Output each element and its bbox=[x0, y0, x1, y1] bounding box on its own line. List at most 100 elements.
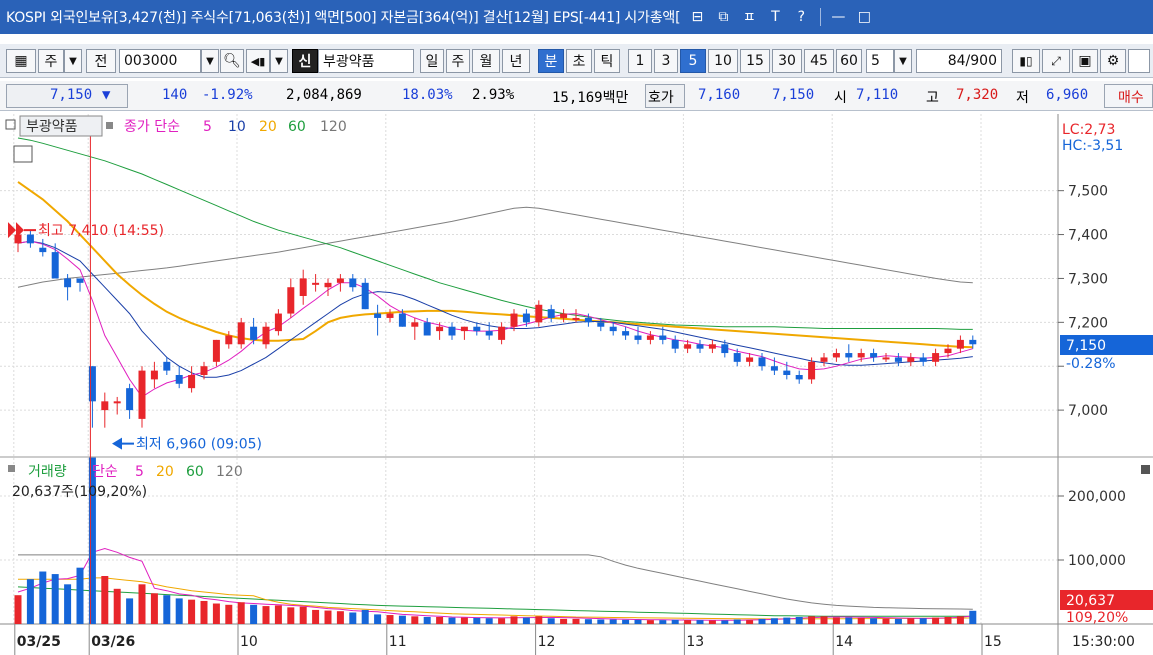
bid-price: 7,150 bbox=[772, 87, 815, 103]
pin-icon[interactable]: ㅍ bbox=[742, 10, 756, 26]
chevron-down-icon[interactable]: ▼ bbox=[64, 49, 82, 73]
interval-60[interactable]: 60 bbox=[836, 49, 862, 73]
volume-bar-5 bbox=[76, 567, 84, 624]
candle-body-61 bbox=[770, 366, 778, 371]
volume-bar-60 bbox=[758, 618, 766, 624]
stock-chart[interactable]: 부광약품 종가 단순 5 10 20 60 120 LC:2,73 HC:-3,… bbox=[0, 114, 1153, 655]
interval-1[interactable]: 1 bbox=[628, 49, 652, 73]
candle-body-37 bbox=[473, 326, 481, 332]
candle-body-32 bbox=[411, 322, 419, 327]
maximize-icon[interactable]: □ bbox=[857, 9, 871, 25]
minimize-icon[interactable]: — bbox=[831, 9, 846, 25]
price-tick-label-4: 7,400 bbox=[1068, 228, 1108, 244]
volume-bar-27 bbox=[349, 612, 357, 624]
legend-ma-label: 종가 단순 bbox=[124, 119, 180, 135]
font-icon[interactable]: T bbox=[771, 9, 780, 25]
candle-body-65 bbox=[820, 357, 828, 362]
candle-body-30 bbox=[386, 313, 394, 318]
gear-icon[interactable]: ⚙ bbox=[1100, 49, 1126, 73]
volume-bar-7 bbox=[101, 576, 109, 624]
stock-code-input[interactable]: 003000 bbox=[119, 49, 201, 73]
volume-bar-19 bbox=[250, 604, 258, 624]
buy-label[interactable]: 매수 bbox=[1118, 90, 1144, 106]
candle-body-13 bbox=[175, 375, 183, 384]
code-dropdown-icon[interactable]: ▼ bbox=[201, 49, 219, 73]
period-main-select[interactable]: 주 bbox=[38, 49, 64, 73]
vma60-line bbox=[17, 586, 973, 617]
save-icon[interactable]: ▣ bbox=[1072, 49, 1098, 73]
candle-body-19 bbox=[250, 326, 258, 340]
volume-bar-73 bbox=[919, 618, 927, 624]
stock-name-field[interactable]: 부광약품 bbox=[318, 49, 414, 73]
ma10-line bbox=[17, 240, 973, 378]
interval-value-input[interactable]: 5 bbox=[866, 49, 894, 73]
data-table-icon[interactable] bbox=[13, 145, 33, 163]
candle-body-58 bbox=[733, 353, 741, 362]
volume-bar-66 bbox=[832, 617, 840, 624]
volume-legend-name: 거래량 bbox=[28, 464, 67, 480]
candle-body-11 bbox=[150, 370, 158, 380]
trend-tool-icon[interactable]: ⤢ bbox=[1042, 49, 1070, 73]
candle-body-67 bbox=[845, 353, 853, 358]
buy-box[interactable] bbox=[1104, 84, 1153, 108]
period-year[interactable]: 년 bbox=[502, 49, 530, 73]
legend-ma20: 20 bbox=[259, 119, 277, 135]
current-volume-pct-label: 109,20% bbox=[1066, 610, 1128, 626]
period-day[interactable]: 일 bbox=[420, 49, 444, 73]
volume-current-label: 20,637주(109,20%) bbox=[12, 484, 147, 500]
interval-dropdown-icon[interactable]: ▼ bbox=[894, 49, 912, 73]
price-tick-label-5: 7,500 bbox=[1068, 184, 1108, 200]
ma60-line bbox=[17, 137, 973, 330]
volume-panel-close-icon[interactable] bbox=[1141, 465, 1150, 474]
help-icon[interactable]: ? bbox=[797, 9, 806, 25]
candle-body-28 bbox=[361, 282, 369, 310]
volume-bar-26 bbox=[336, 611, 344, 624]
volume-bar-49 bbox=[622, 619, 630, 624]
interval-15[interactable]: 15 bbox=[740, 49, 770, 73]
volume-tick-label-0: 100,000 bbox=[1068, 553, 1126, 569]
volume-ratio-pct: 2.93% bbox=[472, 87, 515, 103]
candle-type-icon[interactable]: ▮▯ bbox=[1012, 49, 1040, 73]
candle-body-71 bbox=[894, 357, 902, 362]
whole-market-button[interactable]: 전 bbox=[86, 49, 116, 73]
volume-bar-25 bbox=[324, 610, 332, 624]
interval-3[interactable]: 3 bbox=[654, 49, 678, 73]
price-tick-label-2: 7,200 bbox=[1068, 315, 1108, 331]
candle-body-12 bbox=[163, 361, 171, 371]
interval-10[interactable]: 10 bbox=[708, 49, 738, 73]
volume-bar-74 bbox=[932, 617, 940, 624]
legend-checkbox-icon[interactable] bbox=[5, 119, 16, 130]
candles bbox=[14, 230, 977, 428]
period-second[interactable]: 초 bbox=[566, 49, 592, 73]
volume-bar-32 bbox=[411, 616, 419, 624]
time-label-4: 12 bbox=[538, 634, 556, 650]
volume-grid bbox=[0, 495, 1058, 561]
speaker-icon[interactable]: ◀▮ bbox=[246, 49, 270, 73]
interval-30[interactable]: 30 bbox=[772, 49, 802, 73]
window-copy-icon[interactable]: ⧉ bbox=[718, 9, 729, 25]
volume-bar-41 bbox=[522, 617, 530, 624]
checkbox[interactable] bbox=[1128, 49, 1150, 73]
price-change-pct: -1.92% bbox=[202, 87, 253, 103]
chart-toolbar: ▦ 주 ▼ 전 003000 ▼ 🔍︎ ◀▮ ▼ 신 부광약품 일 주 월 년 … bbox=[0, 44, 1153, 78]
chart-grid-icon[interactable]: ▦ bbox=[6, 49, 36, 73]
volume-bar-10 bbox=[138, 584, 146, 624]
time-axis-labels: 03/25 03/26 10 11 12 13 14 15 15:30:00 bbox=[14, 624, 1135, 655]
time-label-0: 03/25 bbox=[17, 634, 61, 650]
low-annotation-text: 최저 6,960 (09:05) bbox=[136, 437, 262, 453]
candle-body-77 bbox=[969, 339, 977, 345]
time-label-1: 03/26 bbox=[91, 634, 135, 650]
period-tick[interactable]: 틱 bbox=[594, 49, 620, 73]
bar-count-field[interactable]: 84/900 bbox=[916, 49, 1002, 73]
period-week[interactable]: 주 bbox=[446, 49, 470, 73]
interval-5[interactable]: 5 bbox=[680, 49, 706, 73]
legend-name-box[interactable] bbox=[19, 115, 103, 137]
period-minute[interactable]: 분 bbox=[538, 49, 564, 73]
interval-45[interactable]: 45 bbox=[804, 49, 834, 73]
period-month[interactable]: 월 bbox=[472, 49, 500, 73]
search-icon[interactable]: 🔍︎ bbox=[220, 49, 244, 73]
legend-ma120: 120 bbox=[320, 119, 347, 135]
layout-icon[interactable]: ⊟ bbox=[691, 9, 704, 25]
speaker-dropdown-icon[interactable]: ▼ bbox=[270, 49, 288, 73]
low-label: 저 bbox=[1016, 90, 1029, 106]
